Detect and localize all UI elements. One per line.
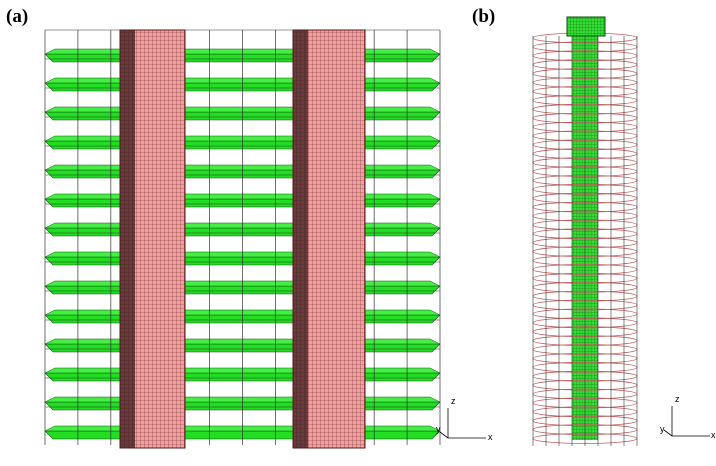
roof-box (567, 17, 605, 36)
panel-b (533, 17, 637, 446)
axis-label: x (488, 432, 493, 442)
axis-y (440, 432, 448, 438)
panel-label: (b) (472, 6, 495, 27)
axis-label: y (660, 424, 665, 434)
shear-wall-side (293, 30, 308, 448)
panel-label: (a) (6, 6, 28, 27)
panel-a (45, 30, 710, 448)
figure: (a) (b) z y x z y x (0, 0, 716, 466)
axis-label: y (436, 424, 441, 434)
axis-label: z (675, 394, 680, 404)
axis-label: z (451, 396, 456, 406)
axis-label: x (711, 430, 716, 440)
axis-y (664, 430, 672, 436)
shear-wall-side (120, 30, 135, 448)
